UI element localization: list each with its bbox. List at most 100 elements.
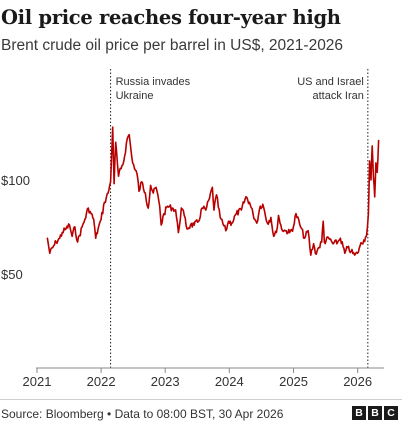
price-point xyxy=(307,230,309,232)
price-point xyxy=(55,241,57,243)
price-point xyxy=(136,173,138,175)
price-point xyxy=(61,231,63,234)
price-point xyxy=(365,235,368,237)
price-point xyxy=(177,231,180,234)
price-point xyxy=(248,201,251,204)
price-point xyxy=(205,209,207,211)
price-point xyxy=(152,192,154,194)
x-tick-label: 2021 xyxy=(23,374,52,389)
price-point xyxy=(292,226,295,228)
x-tick-label: 2022 xyxy=(87,374,116,389)
price-point xyxy=(107,192,109,194)
price-point xyxy=(52,246,54,249)
y-axis: $100 $50 xyxy=(1,173,30,282)
price-point xyxy=(163,213,165,215)
price-point xyxy=(95,237,97,239)
bbc-logo-letter-1: B xyxy=(352,406,366,420)
price-point xyxy=(359,245,361,247)
price-point xyxy=(213,209,215,211)
annotation-label: Ukraine xyxy=(116,90,154,102)
price-point xyxy=(289,231,291,234)
bbc-logo: B B C xyxy=(352,406,398,420)
price-point xyxy=(138,190,140,192)
footer-divider xyxy=(0,399,402,400)
price-point xyxy=(339,237,342,239)
price-point xyxy=(245,196,247,198)
price-point xyxy=(159,205,161,207)
y-tick-label: $50 xyxy=(1,267,23,282)
price-point xyxy=(113,182,115,185)
price-point xyxy=(350,250,352,253)
price-point xyxy=(215,194,218,196)
price-point xyxy=(133,167,136,170)
price-point xyxy=(376,171,378,173)
price-point xyxy=(144,192,146,194)
price-point xyxy=(174,209,177,211)
bbc-logo-letter-3: C xyxy=(384,406,398,420)
price-point xyxy=(131,156,133,158)
price-point xyxy=(87,207,90,209)
price-point xyxy=(275,231,278,234)
price-point xyxy=(46,237,49,239)
price-point xyxy=(227,220,230,222)
price-point xyxy=(74,226,76,228)
price-point xyxy=(180,207,182,209)
price-point xyxy=(149,184,152,187)
price-point xyxy=(270,216,272,219)
price-point xyxy=(328,237,330,239)
price-point xyxy=(377,139,380,142)
price-point xyxy=(314,252,316,254)
price-point xyxy=(208,198,211,200)
price-point xyxy=(100,218,102,221)
x-tick-label: 2026 xyxy=(343,374,372,389)
x-axis: 2021 2022 2023 2024 2025 2026 xyxy=(23,367,384,389)
x-tick-label: 2024 xyxy=(215,374,244,389)
price-point xyxy=(295,213,297,215)
price-point xyxy=(370,179,372,181)
price-point xyxy=(310,254,312,256)
price-point xyxy=(201,207,203,209)
price-point xyxy=(128,134,130,136)
price-point xyxy=(112,126,114,128)
price-point xyxy=(115,141,117,143)
price-point xyxy=(68,224,71,226)
price-point xyxy=(323,241,325,243)
source-note: Source: Bloomberg • Data to 08:00 BST, 3… xyxy=(1,407,284,421)
price-point xyxy=(59,237,61,239)
price-point xyxy=(303,237,306,239)
price-point xyxy=(256,222,258,224)
price-point xyxy=(123,160,125,162)
price-point xyxy=(183,214,185,217)
price-point xyxy=(371,145,373,147)
price-point xyxy=(84,218,86,221)
price-point xyxy=(346,246,349,249)
price-series-line xyxy=(46,126,380,256)
price-point xyxy=(322,220,324,222)
price-point xyxy=(356,252,359,254)
price-point xyxy=(193,224,195,226)
chart-title: Oil price reaches four-year high xyxy=(1,6,341,29)
price-point xyxy=(126,137,128,140)
price-point xyxy=(312,243,315,245)
price-point xyxy=(280,228,283,230)
price-point xyxy=(375,162,377,164)
price-point xyxy=(277,214,280,217)
price-point xyxy=(71,235,73,237)
price-point xyxy=(354,254,356,256)
price-point xyxy=(318,246,320,249)
annotation-label: Russia invades xyxy=(116,76,191,88)
oil-price-chart: Russia invades Ukraine US and Israel attack… xyxy=(1,69,384,389)
price-point xyxy=(211,186,214,189)
price-point xyxy=(76,241,79,243)
price-point xyxy=(344,252,346,254)
price-point xyxy=(368,160,371,162)
price-point xyxy=(65,228,67,230)
price-point xyxy=(49,252,51,254)
price-point xyxy=(372,177,375,179)
series-layer xyxy=(46,126,380,256)
annotation-label: US and Israel xyxy=(297,76,364,88)
price-point xyxy=(363,239,365,241)
price-point xyxy=(186,228,188,230)
price-point xyxy=(155,186,157,189)
price-point xyxy=(240,209,243,211)
